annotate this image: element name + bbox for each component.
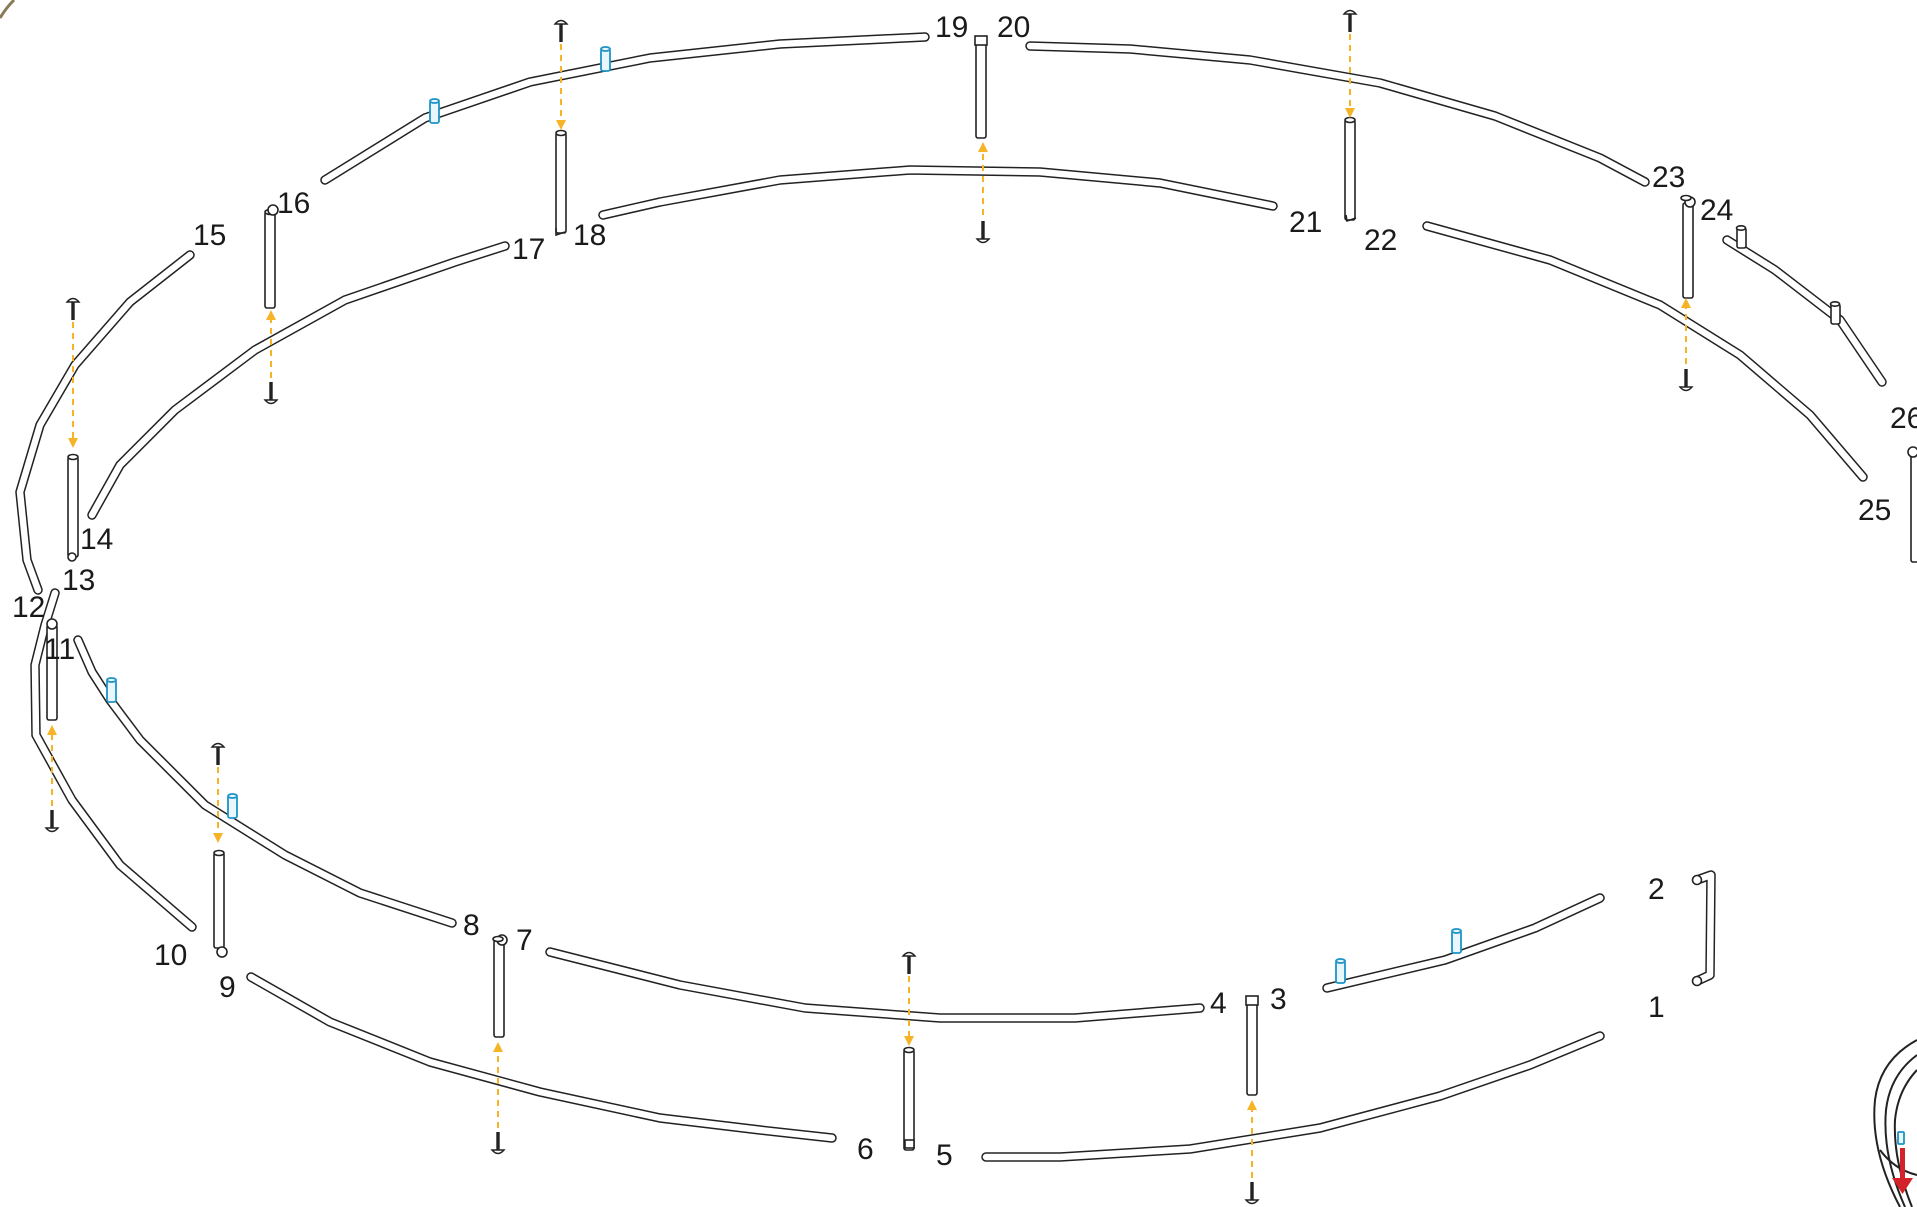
part-label-12: 12: [12, 591, 45, 624]
rail-12: [30, 588, 197, 932]
insert-plugs: [106, 46, 1462, 984]
part-label-14: 14: [80, 523, 113, 556]
screw-down-17-18: [553, 18, 569, 130]
plug-icon: [429, 98, 440, 124]
part-label-5: 5: [936, 1139, 953, 1172]
leg-13-14: [67, 453, 79, 562]
corner-thumbnail: [1873, 1039, 1917, 1207]
leg-24-upper: [1735, 225, 1841, 325]
part-label-9: 9: [219, 971, 236, 1004]
leg-25-26: [1907, 446, 1917, 563]
rail-20: [1025, 41, 1650, 187]
leg-16: [264, 204, 279, 309]
part-label-26: 26: [1890, 402, 1917, 435]
part-label-10: 10: [154, 939, 187, 972]
part-label-7: 7: [516, 924, 533, 957]
rail-3: [1322, 893, 1605, 993]
part-label-15: 15: [193, 219, 226, 252]
screw-icon: [65, 296, 81, 322]
screw-icon: [553, 18, 569, 44]
outer-top-rails: [15, 32, 1887, 595]
screw-icon: [975, 219, 991, 245]
rail-5: [981, 1031, 1605, 1162]
part-label-18: 18: [573, 219, 606, 252]
lower-rails: [545, 893, 1605, 1162]
rail-18: [598, 165, 1278, 220]
rail-17: [87, 241, 510, 520]
screw-up-7-8: [490, 1042, 506, 1156]
rail-22: [1422, 221, 1868, 482]
leg-3-4: [1245, 995, 1259, 1096]
leg-17-18: [555, 129, 567, 237]
lower-left-rails: [30, 588, 837, 1143]
part-label-11: 11: [44, 633, 75, 666]
plug-icon: [1335, 958, 1346, 984]
rail-11: [73, 635, 457, 928]
leg-5-6: [903, 1046, 915, 1151]
part-label-6: 6: [857, 1133, 874, 1166]
screw-down-13-14: [65, 296, 81, 448]
part-label-24: 24: [1700, 194, 1733, 227]
rail-9: [246, 972, 837, 1143]
screw-down-9-10: [210, 741, 226, 843]
screw-down-5-6: [901, 950, 917, 1046]
part-label-17: 17: [512, 233, 545, 266]
rail-7: [545, 947, 1205, 1023]
leg-9-10: [213, 849, 228, 958]
screw-up-19-20: [975, 142, 991, 245]
part-label-8: 8: [463, 909, 480, 942]
screw-icon: [490, 1130, 506, 1156]
part-label-16: 16: [277, 187, 310, 220]
inner-top-rails: [87, 165, 1868, 520]
screw-icon: [1342, 8, 1358, 34]
rail-15: [15, 250, 195, 595]
leg-11-12: [46, 618, 58, 721]
leg-21-22: [1344, 116, 1357, 223]
part-label-4: 4: [1210, 987, 1227, 1020]
screw-icon: [263, 380, 279, 406]
leg-7-8: [492, 934, 508, 1038]
screw-icon: [210, 741, 226, 767]
screw-up-23-24: [1678, 298, 1694, 393]
screw-up-3-4: [1244, 1100, 1260, 1206]
screw-icon: [1678, 367, 1694, 393]
vertical-legs: [46, 35, 1917, 1151]
screw-icon: [1244, 1180, 1260, 1206]
plug-icon: [1451, 928, 1462, 954]
plug-icon: [106, 677, 117, 703]
part-label-2: 2: [1648, 873, 1665, 906]
plug-icon: [227, 793, 238, 819]
screw-down-21-22: [1342, 8, 1358, 118]
part-label-1: 1: [1648, 991, 1665, 1024]
plug-icon: [600, 46, 611, 72]
leg-1-2: [1691, 870, 1716, 987]
rail-19: [320, 32, 930, 185]
part-label-22: 22: [1364, 224, 1397, 257]
part-label-19: 19: [935, 11, 968, 44]
part-label-20: 20: [997, 11, 1030, 44]
screw-up-11-12: [44, 725, 60, 834]
down-arrow-icon: [1892, 1148, 1913, 1194]
part-label-25: 25: [1858, 494, 1891, 527]
screw-up-16: [263, 310, 279, 406]
part-label-3: 3: [1270, 983, 1287, 1016]
leg-19-20: [974, 35, 988, 139]
part-label-23: 23: [1652, 161, 1685, 194]
leg-23-24: [1680, 194, 1696, 299]
screw-icon: [901, 950, 917, 976]
corner-mark: [0, 0, 16, 19]
rail-24: [1722, 235, 1887, 387]
part-label-13: 13: [62, 564, 95, 597]
screw-icon: [44, 808, 60, 834]
part-label-21: 21: [1289, 206, 1322, 239]
